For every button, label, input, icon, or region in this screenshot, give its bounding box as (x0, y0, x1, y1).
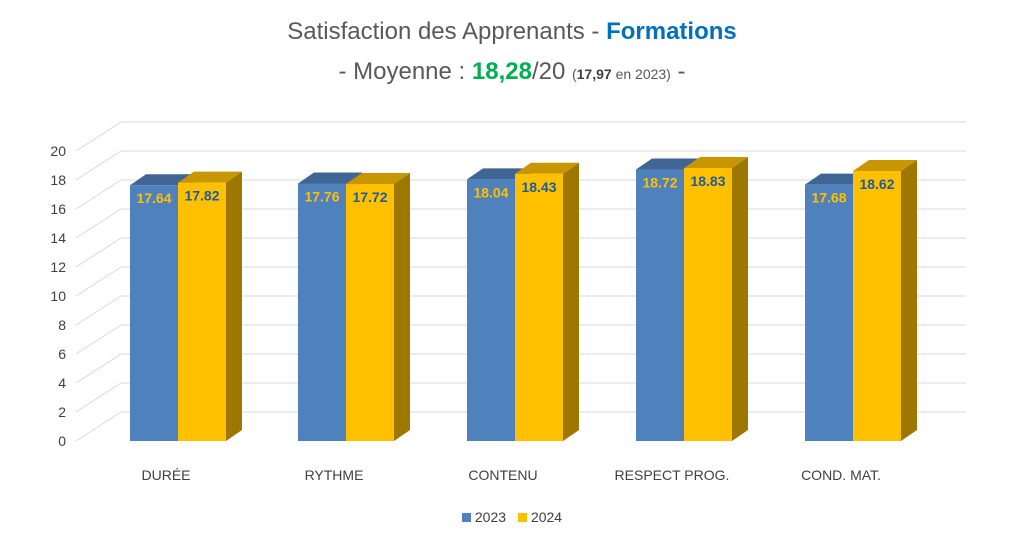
y-tick-label: 6 (58, 346, 66, 362)
y-tick-label: 10 (50, 288, 66, 304)
gridline-side (75, 179, 122, 210)
chart-title-main: Satisfaction des Apprenants - (287, 18, 607, 45)
bar-contenu-2024 (515, 173, 563, 441)
average-score: 18,28 (471, 58, 532, 85)
subtitle-prefix: - Moyenne : (338, 58, 472, 85)
bar-cond-mat-2023 (805, 184, 853, 441)
data-label-rythme-2023: 17.76 (304, 188, 339, 204)
y-tick-label: 8 (58, 317, 66, 333)
data-label-respect-prog-2024: 18.83 (690, 173, 725, 189)
y-tick-label: 18 (50, 172, 66, 188)
subtitle-suffix: - (670, 58, 686, 85)
bar-side-respect-prog-2024 (732, 156, 748, 441)
bar-rythme-2024 (346, 184, 394, 441)
legend-swatch-2023 (461, 513, 471, 522)
bar-side-contenu-2024 (563, 162, 579, 441)
gridline-side (75, 324, 122, 355)
chart-title: Satisfaction des Apprenants - Formations (0, 18, 1024, 46)
bar-side-cond-mat-2024 (901, 160, 917, 441)
legend-label-2024: 2024 (530, 509, 563, 525)
data-label-duree-2023: 17.64 (136, 190, 171, 206)
previous-average-label: en 2023) (611, 66, 671, 82)
gridline-side (75, 266, 122, 297)
data-label-rythme-2024: 17.72 (352, 189, 387, 205)
legend-swatch-2024 (517, 513, 527, 522)
bar-rythme-2023 (298, 183, 346, 442)
bar-top-duree-2023 (130, 174, 194, 186)
x-tick-label-duree: DURÉE (141, 467, 190, 483)
bar-top-rythme-2023 (298, 172, 362, 184)
data-label-duree-2024: 17.82 (184, 188, 219, 204)
y-tick-label: 2 (58, 404, 66, 420)
x-tick-label-rythme: RYTHME (305, 467, 364, 483)
bar-contenu-2023 (467, 179, 515, 442)
subtitle-scale: /20 (531, 58, 572, 85)
bar-side-duree-2024 (226, 171, 242, 442)
bar-top-cond-mat-2024 (853, 160, 917, 172)
data-label-cond-mat-2023: 17.68 (811, 190, 846, 206)
gridline-side (75, 121, 122, 152)
x-tick-label-contenu: CONTENU (468, 467, 537, 483)
bar-top-respect-prog-2023 (636, 158, 700, 170)
bar-top-duree-2024 (178, 171, 242, 183)
bar-respect-prog-2023 (636, 169, 684, 441)
y-tick-label: 20 (50, 143, 66, 159)
previous-average-value: 17,97 (576, 66, 612, 82)
chart-title-accent: Formations (606, 18, 737, 45)
legend-item-2024: 2024 (517, 509, 563, 525)
bar-top-contenu-2024 (515, 162, 579, 174)
data-label-contenu-2023: 18.04 (473, 184, 508, 200)
gridline-side (75, 411, 122, 442)
previous-average: (17,97 en 2023) (572, 66, 671, 82)
y-tick-label: 4 (58, 375, 66, 391)
bar-top-rythme-2024 (346, 173, 410, 185)
legend-label-2023: 2023 (474, 509, 507, 525)
gridline-side (75, 353, 122, 384)
legend-item-2023: 2023 (461, 509, 507, 525)
bar-duree-2023 (130, 185, 178, 441)
gridline-side (75, 208, 122, 239)
gridline-side (75, 382, 122, 413)
y-tick-label: 0 (58, 433, 66, 449)
x-tick-label-cond-mat: COND. MAT. (801, 467, 881, 483)
gridline-side (75, 150, 122, 181)
gridline-side (75, 295, 122, 326)
bar-cond-mat-2024 (853, 171, 901, 441)
bar-top-respect-prog-2024 (684, 156, 748, 168)
bar-chart: 0 2 4 6 8 10 12 14 16 18 20 17.64 17.82 DURÉE 17.76 17.… (50, 121, 966, 483)
y-tick-label: 16 (50, 201, 66, 217)
bar-respect-prog-2024 (684, 167, 732, 441)
x-tick-label-respect-prog: RESPECT PROG. (615, 467, 730, 483)
data-label-respect-prog-2023: 18.72 (642, 175, 677, 191)
chart-subtitle: - Moyenne : 18,28/20 (17,97 en 2023) - (0, 58, 1024, 86)
data-label-contenu-2024: 18.43 (521, 179, 556, 195)
gridline-side (75, 237, 122, 268)
bar-side-rythme-2024 (394, 173, 410, 441)
chart-legend: 2023 2024 (0, 509, 1024, 525)
y-tick-label: 14 (50, 230, 66, 246)
bar-duree-2024 (178, 182, 226, 442)
data-label-cond-mat-2024: 18.62 (859, 176, 894, 192)
previous-open: ( (571, 66, 577, 82)
y-tick-label: 12 (50, 259, 66, 275)
